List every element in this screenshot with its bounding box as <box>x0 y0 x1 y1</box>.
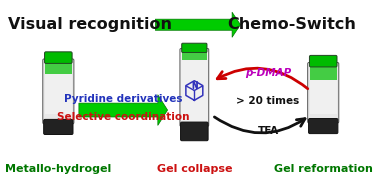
FancyBboxPatch shape <box>44 119 73 135</box>
Text: N: N <box>191 81 197 91</box>
FancyBboxPatch shape <box>309 119 338 134</box>
Text: > 20 times: > 20 times <box>237 96 300 106</box>
Bar <box>45 61 72 75</box>
Bar <box>45 74 72 114</box>
Text: Metallo-hydrogel: Metallo-hydrogel <box>5 164 111 174</box>
Bar <box>310 80 337 114</box>
Text: p-DMAP: p-DMAP <box>245 68 291 78</box>
Text: Gel reformation: Gel reformation <box>274 164 373 174</box>
FancyBboxPatch shape <box>309 55 337 67</box>
Bar <box>310 65 337 81</box>
Text: Gel collapse: Gel collapse <box>156 164 232 174</box>
FancyBboxPatch shape <box>43 59 74 124</box>
Text: Selective coordination: Selective coordination <box>57 112 190 122</box>
Text: TFA: TFA <box>258 125 279 136</box>
FancyBboxPatch shape <box>308 63 339 123</box>
FancyBboxPatch shape <box>180 122 208 141</box>
FancyBboxPatch shape <box>44 52 72 63</box>
Text: Visual recognition: Visual recognition <box>8 17 172 32</box>
Text: Pyridine derivatives: Pyridine derivatives <box>64 94 182 104</box>
Bar <box>182 50 207 60</box>
FancyBboxPatch shape <box>180 49 209 126</box>
Text: Chemo-Switch: Chemo-Switch <box>228 17 356 32</box>
FancyBboxPatch shape <box>182 43 207 53</box>
Text: N: N <box>191 82 197 91</box>
